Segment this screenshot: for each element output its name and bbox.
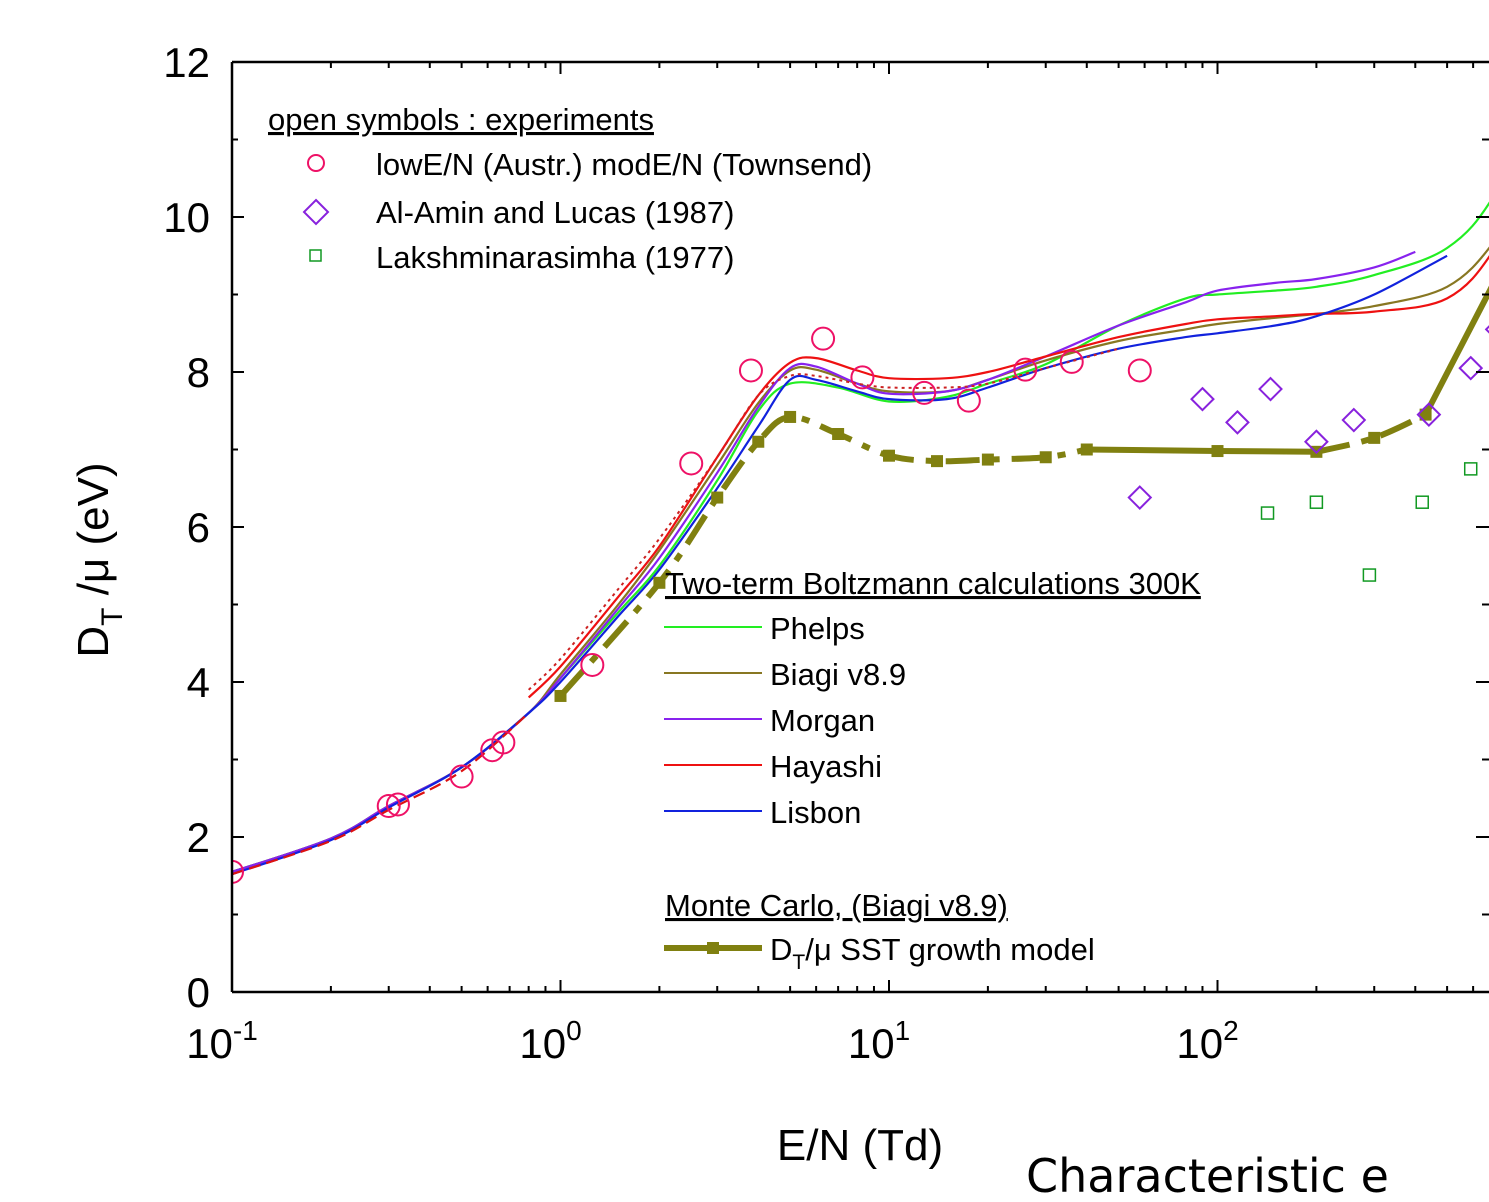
exp-square-point — [1260, 506, 1275, 520]
montecarlo-point — [752, 435, 765, 448]
montecarlo-point — [981, 453, 994, 466]
x-axis-label: E/N (Td) — [777, 1121, 943, 1170]
montecarlo-point — [1080, 443, 1093, 456]
montecarlo-line — [1315, 411, 1427, 455]
hayashi-dashed-line — [232, 712, 530, 876]
exp-diamond-point — [1190, 386, 1215, 412]
montecarlo-point — [784, 410, 797, 423]
x-tick-label: 102 — [1176, 1015, 1238, 1067]
exp-circle-point — [1059, 349, 1084, 374]
exp-square-point — [1415, 495, 1429, 509]
legend-square-marker — [309, 249, 322, 262]
exp-diamond-point — [1258, 376, 1283, 402]
legend-montecarlo-label: DT/μ SST growth model — [770, 932, 1095, 974]
exp-circle-point — [232, 859, 244, 884]
x-tick-label: 101 — [848, 1015, 910, 1067]
legend-boltzmann-heading: Two-term Boltzmann calculations 300K — [665, 566, 1201, 601]
legend-boltzmann-label: Biagi v8.9 — [770, 657, 906, 692]
exp-diamond-point — [1225, 409, 1250, 435]
caption-fragment: Characteristic e — [1026, 1149, 1389, 1202]
exp-diamond-point — [1458, 355, 1484, 381]
exp-circle-point — [679, 451, 704, 476]
exp-circle-point — [491, 730, 516, 755]
legend-boltzmann-label: Phelps — [770, 611, 865, 646]
markers-layer — [232, 325, 1489, 884]
montecarlo-point — [1211, 445, 1224, 458]
exp-circle-point — [956, 388, 981, 413]
montecarlo-point — [653, 576, 666, 589]
y-tick-label: 2 — [187, 814, 210, 861]
montecarlo-point — [554, 689, 567, 702]
legend-experiments-heading: open symbols : experiments — [268, 102, 654, 137]
legend-boltzmann: Two-term Boltzmann calculations 300K Phe… — [664, 566, 1201, 830]
exp-circle-point — [850, 365, 875, 390]
y-tick-label: 4 — [187, 659, 210, 706]
exp-circle-point — [385, 792, 410, 817]
y-tick-label: 10 — [163, 194, 210, 241]
exp-square-point — [1362, 568, 1377, 582]
legend-montecarlo-heading: Monte Carlo, (Biagi v8.9) — [665, 888, 1008, 923]
exp-diamond-point — [1416, 402, 1442, 428]
legend-experiments-label: Lakshminarasimha (1977) — [376, 240, 734, 275]
y-tick-label: 0 — [187, 969, 210, 1016]
montecarlo-point — [931, 455, 944, 468]
exp-circle-point — [1013, 357, 1038, 382]
legend-montecarlo-marker — [707, 942, 719, 954]
exp-diamond-point — [1341, 407, 1367, 433]
montecarlo-point — [1368, 431, 1381, 444]
legend-experiments-label: lowE/N (Austr.) modE/N (Townsend) — [376, 147, 872, 182]
exp-circle-point — [376, 794, 401, 818]
legend-experiments: open symbols : experiments lowE/N (Austr… — [268, 102, 872, 275]
exp-square-point — [1463, 462, 1478, 476]
legend-boltzmann-label: Hayashi — [770, 749, 882, 784]
y-tick-label: 12 — [163, 39, 210, 86]
legend-boltzmann-label: Morgan — [770, 703, 875, 738]
legend-experiments-label: Al-Amin and Lucas (1987) — [376, 195, 734, 230]
legend-boltzmann-label: Lisbon — [770, 795, 861, 830]
montecarlo-point — [711, 491, 724, 504]
dotted-line — [527, 347, 1119, 691]
x-tick-label: 100 — [519, 1015, 581, 1067]
y-tick-label: 6 — [187, 504, 210, 551]
montecarlo-point — [1419, 408, 1432, 421]
montecarlo-point — [883, 449, 895, 462]
series-line-hayashi — [527, 255, 1489, 699]
x-tick-label: 10-1 — [186, 1015, 258, 1067]
exp-circle-point — [811, 326, 836, 351]
montecarlo-line — [1086, 446, 1317, 455]
exp-circle-point — [738, 358, 763, 383]
montecarlo-point — [1039, 451, 1052, 464]
y-tick-label: 8 — [187, 349, 210, 396]
montecarlo-point — [832, 428, 845, 440]
exp-circle-point — [449, 764, 474, 789]
exp-circle-point — [912, 380, 937, 405]
legend-montecarlo: Monte Carlo, (Biagi v8.9) DT/μ SST growt… — [664, 888, 1095, 974]
exp-circle-point — [580, 652, 605, 677]
montecarlo-line — [558, 413, 1088, 698]
legend-circle-marker — [307, 154, 325, 172]
exp-diamond-point — [1127, 485, 1153, 510]
exp-diamond-point — [1303, 429, 1329, 455]
legend-diamond-marker — [302, 198, 330, 226]
y-axis-label: DT /μ (eV) — [69, 462, 129, 657]
exp-square-point — [1309, 495, 1324, 509]
exp-circle-point — [1127, 358, 1152, 383]
montecarlo-line — [1422, 285, 1489, 416]
